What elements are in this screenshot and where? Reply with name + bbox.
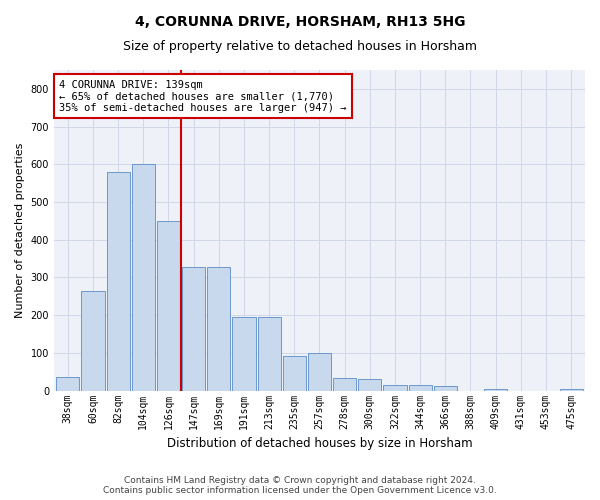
Bar <box>182 267 205 390</box>
Bar <box>82 290 104 390</box>
Bar <box>157 221 180 390</box>
Bar <box>333 378 356 390</box>
Bar <box>308 353 331 391</box>
Bar <box>56 378 79 390</box>
Bar <box>383 384 407 390</box>
Text: 4, CORUNNA DRIVE, HORSHAM, RH13 5HG: 4, CORUNNA DRIVE, HORSHAM, RH13 5HG <box>135 15 465 29</box>
Y-axis label: Number of detached properties: Number of detached properties <box>15 142 25 318</box>
Bar <box>131 164 155 390</box>
Bar <box>107 172 130 390</box>
Bar <box>283 356 306 390</box>
Bar <box>257 317 281 390</box>
Bar <box>207 267 230 390</box>
Bar <box>232 317 256 390</box>
Text: Size of property relative to detached houses in Horsham: Size of property relative to detached ho… <box>123 40 477 53</box>
X-axis label: Distribution of detached houses by size in Horsham: Distribution of detached houses by size … <box>167 437 472 450</box>
Bar <box>358 380 382 390</box>
Bar <box>484 389 507 390</box>
Bar <box>409 385 432 390</box>
Bar <box>560 389 583 390</box>
Text: 4 CORUNNA DRIVE: 139sqm
← 65% of detached houses are smaller (1,770)
35% of semi: 4 CORUNNA DRIVE: 139sqm ← 65% of detache… <box>59 80 347 113</box>
Text: Contains HM Land Registry data © Crown copyright and database right 2024.
Contai: Contains HM Land Registry data © Crown c… <box>103 476 497 495</box>
Bar <box>434 386 457 390</box>
